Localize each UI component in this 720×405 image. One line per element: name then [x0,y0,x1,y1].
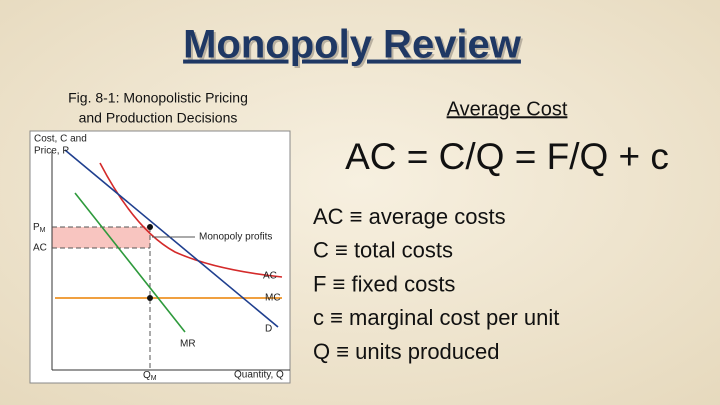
definition: c ≡ marginal cost per unit [313,305,559,330]
profit-label: Monopoly profits [199,232,272,243]
title: Monopoly Review [183,23,522,67]
figure: Cost, C and Price, P PM AC Monopoly prof… [29,130,291,384]
axis-label: Quantity, Q [234,370,284,381]
quantity-label: QM [143,370,157,382]
definition: AC ≡ average costs [313,204,506,229]
point [147,224,153,230]
caption: and Production Decisions [79,110,238,126]
axis-label: Price, P [34,146,69,157]
formula: AC = C/Q = F/Q + c [345,136,669,177]
definition: C ≡ total costs [313,238,453,263]
title-shadow: Monopoly Review [185,25,524,69]
ac-curve [99,162,283,278]
figure-frame [29,130,291,384]
curve-label: AC [263,271,277,282]
definitions: AC ≡ average costs C ≡ total costs F ≡ fix… [313,204,559,364]
label-text: Q [143,370,151,381]
label-text: P [33,222,40,233]
curve-label: MC [265,293,281,304]
curve-label: D [265,324,272,335]
definition: Q ≡ units produced [313,339,500,364]
caption: Fig. 8-1: Monopolistic Pricing [68,90,248,106]
curve-label: MR [180,339,196,350]
label-sub: M [40,227,46,234]
profit-area [52,227,150,248]
cost-label: AC [33,243,47,254]
label-sub: M [151,375,157,382]
point [147,295,153,301]
demand-curve [64,149,279,328]
heading: Average Cost [447,98,568,120]
mr-curve [74,192,186,333]
definition: F ≡ fixed costs [313,271,455,296]
axis-label: Cost, C and [34,134,87,145]
price-label: PM [33,222,46,234]
